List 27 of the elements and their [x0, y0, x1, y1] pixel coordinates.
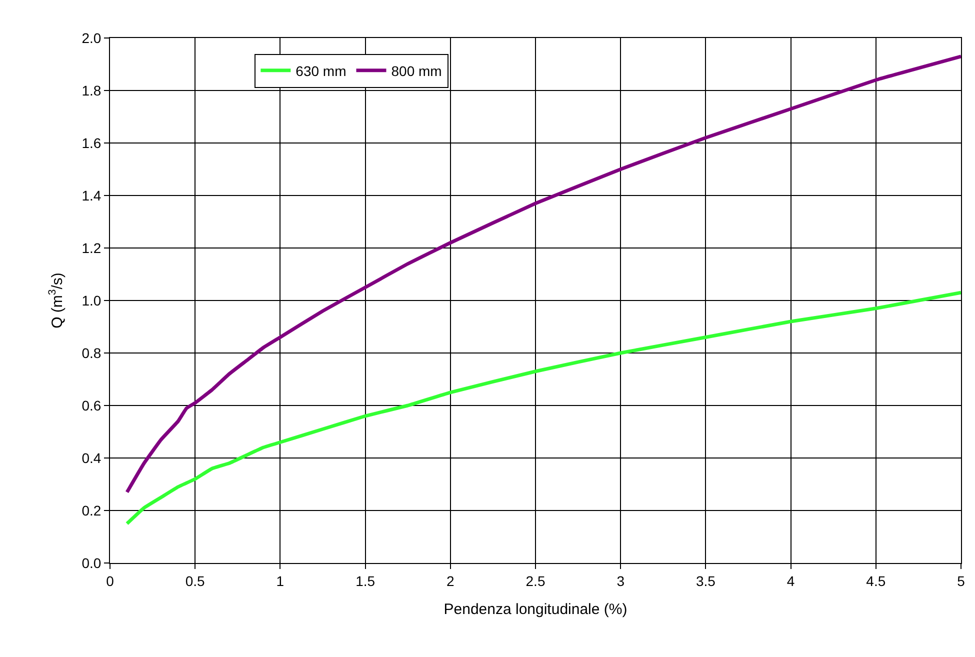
y-tick-label: 0.8 — [82, 344, 102, 361]
legend-label: 630 mm — [296, 62, 346, 79]
x-tick-label: 4.5 — [866, 572, 886, 589]
y-tick-label: 2.0 — [82, 30, 102, 46]
x-tick-label: 1.5 — [356, 572, 376, 589]
x-tick-label: 4 — [786, 572, 795, 589]
y-tick-label: 0.0 — [82, 554, 102, 571]
y-tick-label: 0.4 — [82, 450, 102, 466]
y-tick-label: 0.6 — [82, 397, 102, 414]
x-tick-label: 0 — [106, 572, 114, 589]
y-tick-label: 1.0 — [82, 292, 102, 308]
x-tick-label: 0.5 — [185, 572, 206, 589]
x-tick-label: 1 — [276, 572, 284, 589]
x-tick-label: 2.5 — [526, 572, 546, 589]
x-tick-label: 2 — [446, 572, 454, 589]
y-tick-label: 1.8 — [82, 82, 102, 98]
x-tick-label: 3.5 — [696, 572, 716, 589]
x-tick-label: 3 — [616, 572, 625, 589]
x-tick-label: 5 — [957, 572, 966, 589]
y-tick-label: 1.6 — [82, 134, 102, 151]
y-tick-label: 0.2 — [82, 502, 102, 518]
y-tick-label: 1.2 — [82, 240, 102, 256]
line-series — [125, 290, 961, 526]
line-series — [125, 54, 961, 494]
legend-label: 800 mm — [391, 62, 442, 79]
y-tick-label: 1.4 — [82, 187, 102, 204]
x-axis-title: Pendenza longitudinale (%) — [444, 600, 628, 618]
